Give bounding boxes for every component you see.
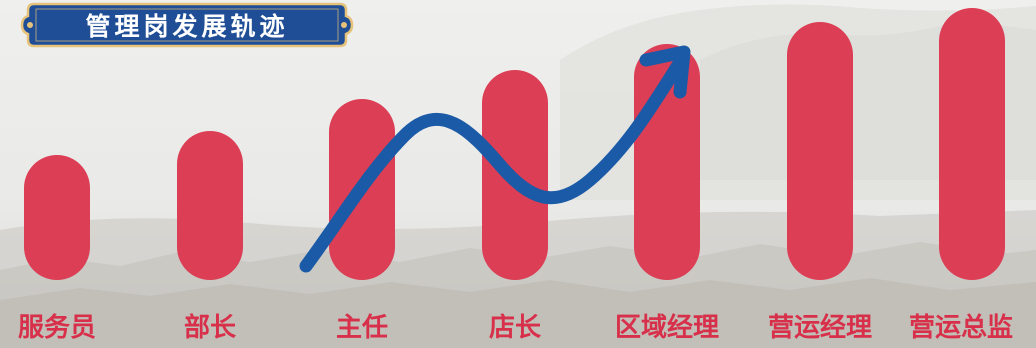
stage-label-6: 营运经理 (767, 313, 872, 343)
bar-stage-7 (939, 8, 1005, 280)
stage-label-3: 主任 (335, 313, 388, 343)
stage-label-2: 部长 (183, 313, 236, 343)
stage-label-7: 营运总监 (908, 313, 1013, 343)
stage-label-4: 店长 (488, 313, 541, 343)
stage-label-1: 服务员 (17, 313, 96, 343)
bar-stage-2 (177, 131, 243, 280)
title-badge: 管理岗发展轨迹 (20, 2, 354, 48)
badge-frame (20, 2, 354, 48)
page-title: 管理岗发展轨迹 (85, 12, 289, 41)
bar-stage-1 (24, 155, 90, 280)
stage-label-5: 区域经理 (614, 313, 719, 343)
bar-stage-6 (787, 22, 853, 280)
